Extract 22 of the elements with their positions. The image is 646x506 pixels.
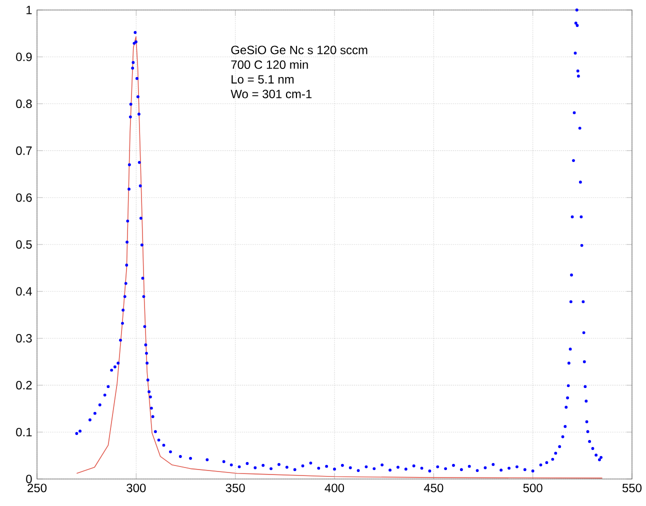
y-tick-label: 0.6 — [16, 193, 32, 202]
x-tick-label: 400 — [324, 484, 344, 492]
y-tick-label: 0.4 — [16, 287, 32, 296]
y-tick-label: 0.1 — [16, 428, 32, 436]
y-tick-label: 0.7 — [16, 146, 32, 155]
y-tick-label: 0.2 — [16, 380, 32, 390]
annotation: 700 C 120 min — [231, 60, 308, 69]
annotation: GeSiO Ge Nc s 120 sccm — [231, 45, 368, 54]
y-tick-label: 0.5 — [16, 240, 32, 249]
x-tick-label: 350 — [226, 484, 245, 492]
x-tick-label: 550 — [622, 484, 642, 492]
y-tick-label: 0 — [26, 474, 32, 484]
y-tick-label: 1 — [26, 6, 32, 14]
x-tick-label: 450 — [424, 484, 444, 492]
y-tick-label: 0.8 — [16, 100, 32, 108]
annotation: Wo = 301 cm-1 — [230, 90, 312, 98]
x-tick-label: 500 — [523, 484, 542, 492]
annotation: Lo = 5.1 nm — [232, 75, 294, 84]
x-tick-label: 250 — [28, 484, 47, 492]
y-tick-label: 0.3 — [16, 334, 32, 343]
y-tick-label: 0.9 — [16, 52, 32, 62]
x-tick-label: 300 — [126, 484, 146, 492]
